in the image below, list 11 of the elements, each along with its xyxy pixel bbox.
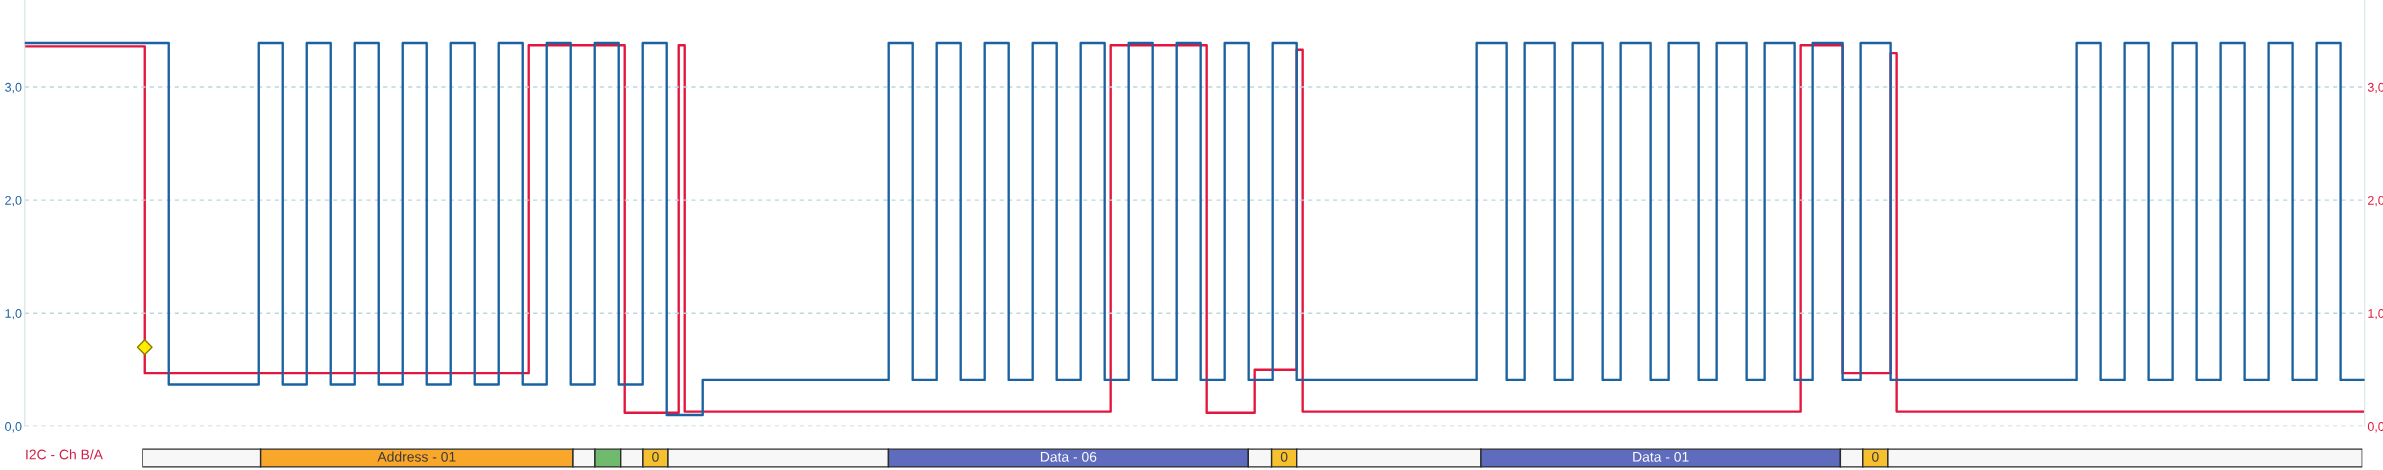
series-label: 0 xyxy=(652,451,659,462)
series-label: 0 xyxy=(1872,451,1879,462)
series-label: Data - 01 xyxy=(1633,451,1689,462)
y-tick-label: 1,0 xyxy=(5,309,22,320)
y-axis-title: I2C - Ch B/A xyxy=(26,449,103,460)
series-label: 0 xyxy=(1280,451,1288,462)
y-tick-label: 3,0 xyxy=(5,82,22,94)
y-tick-label: 2,0 xyxy=(5,195,22,207)
y-tick-label: 0,0 xyxy=(5,422,22,433)
series-label: Address - 01 xyxy=(377,451,456,462)
series-label: Data - 06 xyxy=(1040,451,1097,462)
